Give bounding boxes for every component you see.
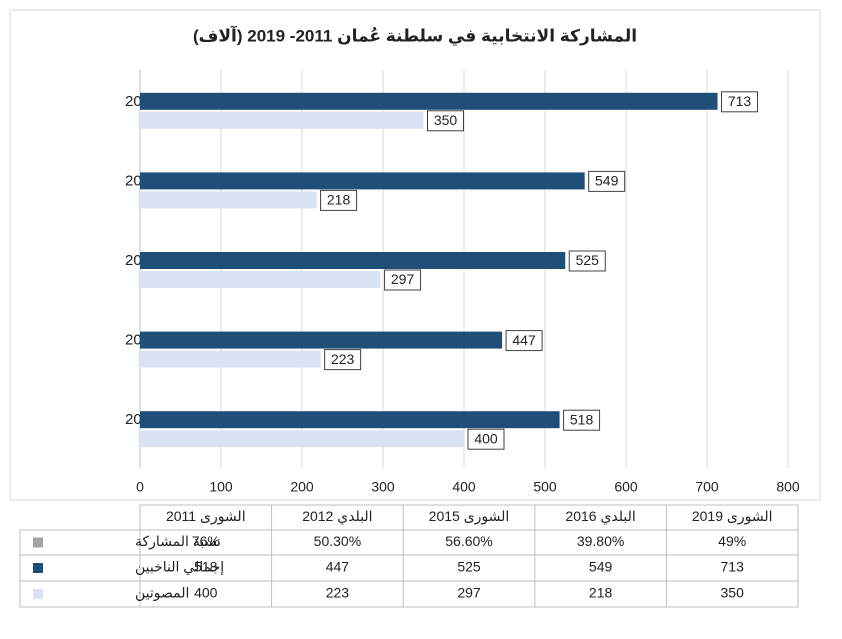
data-label-box — [588, 170, 626, 192]
table-header: البلدي 2016 — [565, 508, 635, 525]
chart-frame — [9, 9, 821, 501]
data-label: 350 — [434, 112, 458, 128]
table-header: الشورى 2015 — [429, 508, 510, 525]
data-label: 713 — [728, 93, 752, 109]
table-cell: 50.30% — [314, 533, 361, 549]
x-tick-label: 500 — [533, 479, 557, 495]
table-cell: 713 — [721, 559, 745, 575]
data-label: 400 — [474, 430, 498, 446]
x-tick-label: 400 — [452, 479, 476, 495]
bar — [140, 191, 317, 209]
data-label: 297 — [391, 271, 415, 287]
table-header: البلدي 2012 — [302, 508, 372, 525]
table-cell: 350 — [721, 585, 745, 601]
x-tick-label: 600 — [614, 479, 638, 495]
table-header: الشورى 2019 — [692, 508, 773, 525]
legend-label: المصوتين — [135, 585, 189, 602]
table-cell: 549 — [589, 559, 613, 575]
table-cell: 297 — [457, 585, 481, 601]
table-cell: 218 — [589, 585, 613, 601]
chart-title: المشاركة الانتخابية في سلطنة عُمان 2011-… — [193, 24, 637, 46]
legend-label: نسبة المشاركة — [135, 533, 221, 550]
data-label-box — [563, 409, 601, 431]
x-tick-label: 700 — [695, 479, 719, 495]
bar — [140, 430, 464, 448]
data-label-box — [568, 250, 606, 272]
data-label: 218 — [327, 192, 351, 208]
bar — [140, 111, 424, 129]
x-tick-label: 0 — [136, 479, 144, 495]
x-tick-label: 300 — [371, 479, 395, 495]
legend-key — [33, 563, 43, 573]
data-label: 223 — [331, 351, 355, 367]
table-cell: 49% — [718, 533, 746, 549]
bar — [140, 331, 503, 349]
data-label-box — [721, 91, 759, 113]
data-label-box — [467, 428, 505, 450]
table-cell: 39.80% — [577, 533, 624, 549]
table-cell: 518 — [194, 559, 218, 575]
table-cell: 400 — [194, 585, 218, 601]
table-cell: 447 — [326, 559, 350, 575]
data-label-box — [384, 269, 422, 291]
legend-key — [33, 589, 43, 599]
data-label-box — [324, 349, 362, 371]
bar — [140, 252, 566, 269]
bar — [140, 350, 321, 368]
x-tick-label: 200 — [290, 479, 314, 495]
bar — [140, 411, 560, 429]
table-cell: 76% — [192, 533, 220, 549]
legend-key — [33, 537, 43, 548]
data-label: 549 — [595, 173, 619, 189]
legend-label: إجمالي الناخبين — [135, 559, 224, 576]
x-tick-label: 800 — [776, 479, 800, 495]
data-label: 447 — [512, 332, 536, 348]
bar — [140, 172, 585, 190]
data-label-box — [505, 330, 543, 352]
table-cell: 56.60% — [445, 533, 492, 549]
table-header: الشورى 2011 — [166, 508, 246, 525]
bar — [140, 92, 718, 110]
x-tick-label: 100 — [209, 479, 233, 495]
table-cell: 525 — [457, 559, 481, 575]
bar — [140, 271, 381, 288]
table-cell: 223 — [326, 585, 350, 601]
data-label: 518 — [570, 411, 594, 427]
data-label: 525 — [576, 252, 600, 268]
data-label-box — [320, 189, 358, 211]
data-label-box — [427, 110, 464, 132]
